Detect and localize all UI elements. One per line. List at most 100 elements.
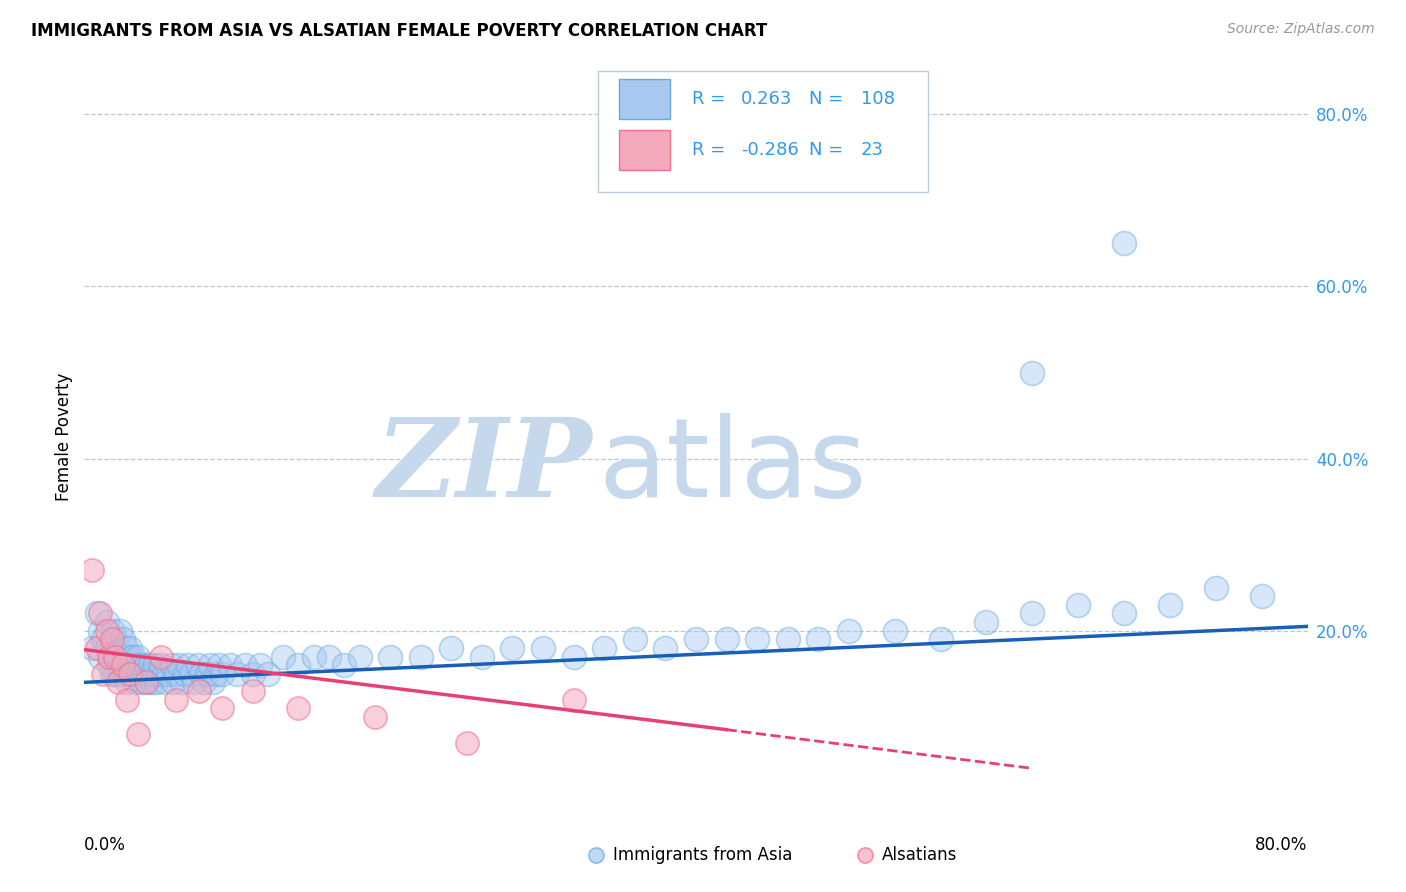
Point xyxy=(195,666,218,681)
Text: Source: ZipAtlas.com: Source: ZipAtlas.com xyxy=(1227,22,1375,37)
Text: 108: 108 xyxy=(860,90,896,108)
Point xyxy=(198,658,221,673)
Text: IMMIGRANTS FROM ASIA VS ALSATIAN FEMALE POVERTY CORRELATION CHART: IMMIGRANTS FROM ASIA VS ALSATIAN FEMALE … xyxy=(31,22,768,40)
Text: R =: R = xyxy=(692,141,731,160)
Point xyxy=(139,658,162,673)
Point xyxy=(143,658,166,673)
Point xyxy=(138,666,160,681)
Point xyxy=(318,649,340,664)
Point xyxy=(122,649,145,664)
Point xyxy=(98,649,121,664)
Point xyxy=(120,658,142,673)
Point xyxy=(104,649,127,664)
Point xyxy=(1114,236,1136,251)
Point xyxy=(111,658,134,673)
FancyBboxPatch shape xyxy=(619,78,671,119)
Point xyxy=(218,658,240,673)
Point xyxy=(103,624,125,638)
Point xyxy=(1067,598,1090,612)
Point xyxy=(86,607,108,621)
Point xyxy=(127,649,149,664)
Point xyxy=(167,658,190,673)
Point xyxy=(183,675,205,690)
Point xyxy=(149,658,172,673)
Point xyxy=(193,675,215,690)
Point xyxy=(186,658,208,673)
Point xyxy=(502,640,524,655)
Point xyxy=(97,658,120,673)
Point xyxy=(242,666,264,681)
Point xyxy=(456,735,478,749)
Point xyxy=(205,666,228,681)
Point xyxy=(226,666,249,681)
Point xyxy=(716,632,738,647)
Point xyxy=(141,675,163,690)
Point xyxy=(112,649,135,664)
Point xyxy=(165,666,187,681)
Point xyxy=(190,666,212,681)
Point xyxy=(115,658,138,673)
Point xyxy=(287,701,309,715)
Point xyxy=(531,640,554,655)
Point xyxy=(172,675,194,690)
Text: R =: R = xyxy=(692,90,731,108)
Text: -0.286: -0.286 xyxy=(741,141,799,160)
Point xyxy=(249,658,271,673)
Point xyxy=(108,649,131,664)
Text: 23: 23 xyxy=(860,141,884,160)
Point xyxy=(180,666,202,681)
Point xyxy=(91,666,114,681)
Point xyxy=(562,649,585,664)
Point xyxy=(624,632,647,647)
Point xyxy=(125,675,148,690)
Point xyxy=(80,564,103,578)
Point xyxy=(89,607,111,621)
Point xyxy=(364,710,387,724)
Point xyxy=(155,675,177,690)
Point xyxy=(976,615,998,629)
Point xyxy=(118,649,141,664)
Point xyxy=(160,658,183,673)
Point xyxy=(128,666,150,681)
Text: 0.0%: 0.0% xyxy=(84,836,127,854)
Point xyxy=(104,632,127,647)
Point xyxy=(101,666,124,681)
Point xyxy=(685,632,707,647)
Point xyxy=(110,666,132,681)
Point xyxy=(153,666,176,681)
Point xyxy=(333,658,356,673)
Point xyxy=(157,666,180,681)
Point xyxy=(121,666,143,681)
Point xyxy=(201,675,224,690)
Point xyxy=(271,649,294,664)
Point xyxy=(349,649,371,664)
Point xyxy=(440,640,463,655)
Point xyxy=(562,692,585,706)
Point xyxy=(409,649,432,664)
Point xyxy=(713,857,735,871)
Point xyxy=(776,632,799,647)
Point xyxy=(135,658,157,673)
Point xyxy=(135,675,157,690)
Point xyxy=(129,658,152,673)
Text: 80.0%: 80.0% xyxy=(1256,836,1308,854)
Point xyxy=(287,658,309,673)
Point xyxy=(96,640,118,655)
Point xyxy=(146,666,169,681)
Point xyxy=(136,675,159,690)
Point xyxy=(108,624,131,638)
Point xyxy=(96,615,118,629)
Point xyxy=(162,675,184,690)
Point xyxy=(593,640,616,655)
Text: atlas: atlas xyxy=(598,413,866,520)
Point xyxy=(104,649,127,664)
Point xyxy=(107,658,129,673)
Point xyxy=(80,640,103,655)
Point xyxy=(107,640,129,655)
Text: Immigrants from Asia: Immigrants from Asia xyxy=(613,847,792,864)
Point xyxy=(1049,857,1071,871)
Point xyxy=(838,624,860,638)
Point xyxy=(1159,598,1181,612)
Point xyxy=(302,649,325,664)
Point xyxy=(188,684,211,698)
